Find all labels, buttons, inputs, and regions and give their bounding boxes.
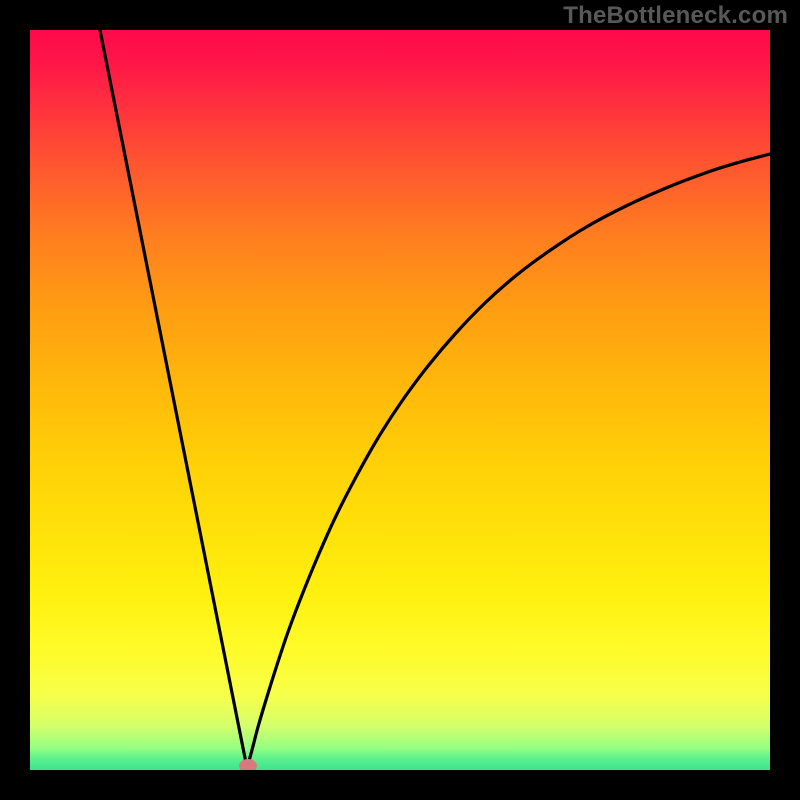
plot-area bbox=[30, 30, 770, 770]
min-point-marker bbox=[239, 759, 257, 770]
chart-frame: TheBottleneck.com bbox=[0, 0, 800, 800]
watermark-text: TheBottleneck.com bbox=[563, 2, 788, 30]
bottleneck-curve bbox=[30, 30, 770, 770]
